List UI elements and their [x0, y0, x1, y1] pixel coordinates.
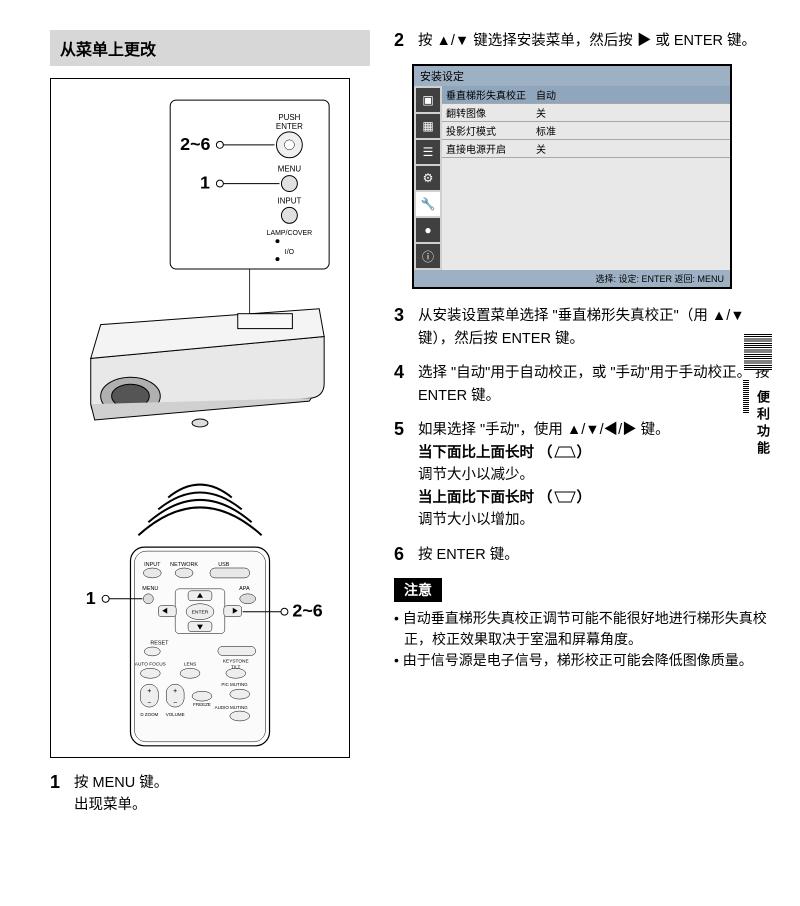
svg-text:−: −: [173, 700, 177, 707]
step-number: 1: [50, 772, 68, 817]
step5-heading2: 当上面比下面长时 （）: [418, 490, 591, 506]
step-5: 5 如果选择 "手动"，使用 ▲/▼/◀/▶ 键。 当下面比上面长时 （） 调节…: [394, 419, 772, 531]
svg-text:+: +: [147, 688, 151, 695]
svg-text:D ZOOM: D ZOOM: [140, 712, 158, 717]
push-enter-label: PUSH: [278, 113, 300, 122]
svg-text:AUDIO MUTING: AUDIO MUTING: [215, 705, 249, 710]
menu-category-icon: ⚙: [416, 166, 440, 190]
menu-row: 直接电源开启关: [442, 140, 730, 158]
svg-text:ENTER: ENTER: [276, 122, 303, 131]
menu-title: 安装设定: [414, 66, 730, 86]
menu-rows: 垂直梯形失真校正自动翻转图像关投影灯模式标准直接电源开启关: [442, 86, 730, 158]
menu-category-icon: ●: [416, 218, 440, 242]
svg-text:PIC MUTING: PIC MUTING: [221, 682, 248, 687]
panel-callout-1: 1: [200, 173, 210, 193]
svg-text:VOLUME: VOLUME: [166, 712, 185, 717]
svg-text:FREEZE: FREEZE: [193, 702, 211, 707]
notes-list: • 自动垂直梯形失真校正调节可能不能很好地进行梯形失真校正，校正效果取决于室温和…: [394, 608, 772, 671]
lamp-cover-label: LAMP/COVER: [267, 230, 313, 237]
note-item: • 由于信号源是电子信号，梯形校正可能会降低图像质量。: [394, 650, 772, 671]
menu-label: MENU: [278, 165, 302, 174]
menu-category-icon: ☰: [416, 140, 440, 164]
svg-text:APA: APA: [239, 586, 250, 592]
menu-row: 垂直梯形失真校正自动: [442, 86, 730, 104]
step-6: 6 按 ENTER 键。: [394, 544, 772, 566]
menu-category-icons: ▣▦☰⚙🔧●ⓘ: [414, 86, 442, 270]
step-4: 4 选择 "自动"用于自动校正，或 "手动"用于手动校正。 按 ENTER 键。: [394, 362, 772, 407]
illustration-frame: PUSH ENTER MENU INPUT LAMP/COVER I/O 2~6: [50, 78, 350, 758]
manual-page: 从菜单上更改 PUSH ENTER MENU INPUT LAMP/COVER: [0, 0, 800, 906]
trapezoid-bottom-wide-icon: [553, 446, 577, 458]
menu-category-icon: ▣: [416, 88, 440, 112]
svg-text:KEYSTONE: KEYSTONE: [223, 658, 249, 664]
svg-text:I/O: I/O: [285, 249, 295, 256]
svg-text:USB: USB: [218, 562, 230, 568]
svg-text:−: −: [147, 700, 151, 707]
right-column: 2 按 ▲/▼ 键选择安装菜单，然后按 ▶ 或 ENTER 键。 安装设定 ▣▦…: [394, 30, 772, 876]
svg-text:+: +: [173, 688, 177, 695]
input-label: INPUT: [277, 196, 301, 205]
menu-row: 翻转图像关: [442, 104, 730, 122]
step-text: 按 MENU 键。 出现菜单。: [74, 772, 168, 817]
section-title: 从菜单上更改: [50, 30, 370, 66]
menu-items-table: 垂直梯形失真校正自动翻转图像关投影灯模式标准直接电源开启关: [442, 86, 730, 270]
left-column: 从菜单上更改 PUSH ENTER MENU INPUT LAMP/COVER: [50, 30, 370, 876]
page-edge-lines: [744, 334, 772, 370]
svg-text:ENTER: ENTER: [192, 610, 209, 616]
svg-text:NETWORK: NETWORK: [170, 562, 198, 568]
left-step-1: 1 按 MENU 键。 出现菜单。: [50, 772, 370, 817]
menu-category-icon: ▦: [416, 114, 440, 138]
projector-and-remote-illustration: PUSH ENTER MENU INPUT LAMP/COVER I/O 2~6: [51, 79, 349, 757]
remote-callout-1: 1: [86, 588, 96, 608]
step-2: 2 按 ▲/▼ 键选择安装菜单，然后按 ▶ 或 ENTER 键。: [394, 30, 772, 52]
note-item: • 自动垂直梯形失真校正调节可能不能很好地进行梯形失真校正，校正效果取决于室温和…: [394, 608, 772, 650]
notes-section: 注意 • 自动垂直梯形失真校正调节可能不能很好地进行梯形失真校正，校正效果取决于…: [394, 578, 772, 671]
step-3: 3 从安装设置菜单选择 "垂直梯形失真校正"（用 ▲/▼ 键），然后按 ENTE…: [394, 305, 772, 350]
menu-category-icon: ⓘ: [416, 244, 440, 268]
note-badge: 注意: [394, 578, 442, 602]
step5-heading1: 当下面比上面长时 （）: [418, 445, 591, 461]
side-tab: 便利功能: [753, 390, 772, 458]
svg-text:MENU: MENU: [142, 586, 158, 592]
svg-text:LENS: LENS: [184, 661, 196, 667]
menu-category-icon: 🔧: [416, 192, 440, 216]
onscreen-menu-screenshot: 安装设定 ▣▦☰⚙🔧●ⓘ 垂直梯形失真校正自动翻转图像关投影灯模式标准直接电源开…: [412, 64, 732, 289]
menu-row: 投影灯模式标准: [442, 122, 730, 140]
svg-text:AUTO FOCUS: AUTO FOCUS: [135, 661, 166, 667]
svg-text:INPUT: INPUT: [144, 562, 161, 568]
panel-callout-26: 2~6: [180, 134, 210, 154]
trapezoid-top-wide-icon: [553, 491, 577, 503]
remote-callout-26: 2~6: [292, 601, 322, 621]
menu-footer: 选择: 设定: ENTER 返回: MENU: [414, 270, 730, 287]
svg-text:RESET: RESET: [150, 640, 169, 646]
